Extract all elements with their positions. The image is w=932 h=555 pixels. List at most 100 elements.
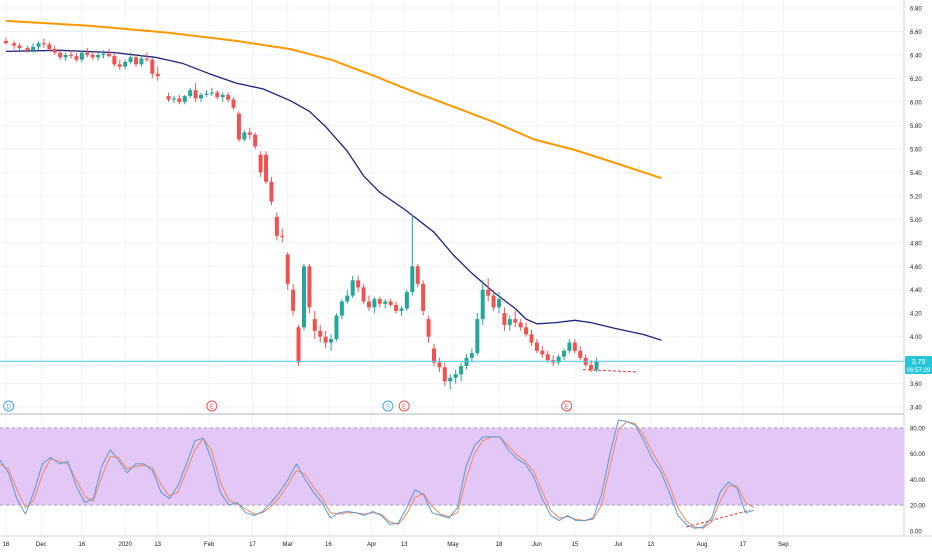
candle xyxy=(513,310,518,328)
candle xyxy=(134,53,139,67)
candle xyxy=(589,360,594,372)
candle-body xyxy=(578,350,583,358)
candles xyxy=(4,37,599,390)
candle-body xyxy=(334,315,339,340)
candle-body xyxy=(182,96,187,102)
price-tick-label: 4.60 xyxy=(910,265,922,271)
candle-body xyxy=(329,339,334,343)
candle xyxy=(74,52,79,62)
candle xyxy=(339,299,344,320)
candle-body xyxy=(567,342,572,351)
candle xyxy=(79,50,84,62)
candle-body xyxy=(301,266,306,328)
candle-body xyxy=(323,336,328,343)
candle-body xyxy=(106,53,111,57)
candle-body xyxy=(361,287,366,302)
candle xyxy=(188,87,193,99)
candle-body xyxy=(524,327,529,335)
candle-body xyxy=(128,57,133,62)
candle xyxy=(377,296,382,308)
candle-body xyxy=(150,59,155,74)
candle xyxy=(312,310,317,340)
candle xyxy=(410,214,415,296)
candle xyxy=(469,348,474,363)
candle xyxy=(356,275,361,293)
candle-body xyxy=(139,58,144,65)
event-marker[interactable]: E xyxy=(398,400,410,412)
event-marker[interactable]: S xyxy=(382,400,394,412)
oscillator-axis[interactable]: 80.00 60.00 40.00 20.00 0.00 xyxy=(910,426,926,535)
event-marker-circle xyxy=(398,400,410,412)
event-marker-label: D xyxy=(7,404,12,410)
candle xyxy=(448,374,453,390)
candle xyxy=(518,319,523,331)
time-tick-label: 13 xyxy=(401,542,408,548)
candle xyxy=(415,263,420,288)
candle xyxy=(41,38,46,48)
candle xyxy=(388,299,393,308)
candle-body xyxy=(486,289,491,296)
candle xyxy=(578,346,583,361)
price-divergence-line xyxy=(582,369,638,373)
candle xyxy=(106,49,111,58)
candle-body xyxy=(464,357,469,367)
candle-body xyxy=(69,54,74,57)
candle xyxy=(404,289,409,311)
event-marker[interactable]: E xyxy=(561,400,573,412)
candle xyxy=(307,263,312,314)
event-marker-circle xyxy=(382,400,394,412)
candle xyxy=(524,322,529,337)
candle xyxy=(372,296,377,314)
candle-body xyxy=(117,64,122,67)
price-tick-label: 5.00 xyxy=(910,218,922,224)
candle xyxy=(177,94,182,105)
candle-body xyxy=(74,56,79,60)
candle xyxy=(329,334,334,351)
time-tick-label: 2020 xyxy=(119,542,133,548)
candle xyxy=(323,330,328,349)
candle-body xyxy=(47,44,52,50)
last-price-value: 3.79 xyxy=(912,359,926,366)
candle xyxy=(534,339,539,354)
candle xyxy=(199,92,204,102)
candle-body xyxy=(442,367,447,382)
candle-body xyxy=(448,377,453,382)
candle xyxy=(52,45,57,55)
candle xyxy=(486,278,491,302)
candle-body xyxy=(291,289,296,311)
candle-body xyxy=(36,43,41,47)
candle xyxy=(334,313,339,342)
candle-body xyxy=(285,254,290,284)
time-tick-label: 18 xyxy=(496,542,503,548)
price-tick-label: 3.60 xyxy=(910,382,922,388)
candle xyxy=(437,357,442,372)
event-marker[interactable]: D xyxy=(3,400,15,412)
candle xyxy=(253,132,258,149)
event-marker[interactable]: E xyxy=(206,400,218,412)
candle-body xyxy=(356,280,361,288)
candle xyxy=(182,94,187,105)
candle xyxy=(128,52,133,65)
candle xyxy=(426,315,431,343)
oscillator-tick-label: 60.00 xyxy=(910,452,926,458)
candle xyxy=(215,90,220,100)
candle xyxy=(475,313,480,356)
candle-body xyxy=(545,354,550,361)
price-tick-label: 6.60 xyxy=(910,30,922,36)
time-axis[interactable]: 18 Dec 16 2020 13 Feb 17 Mar 16 Apr 13 May 18 Jun 15 Ju… xyxy=(3,542,790,548)
divergence-lines xyxy=(582,369,750,528)
candle-body xyxy=(372,299,377,308)
candle-body xyxy=(31,46,36,51)
candle-body xyxy=(383,301,388,304)
candle xyxy=(361,283,366,304)
candle xyxy=(204,90,209,98)
candle xyxy=(480,280,485,325)
candle xyxy=(301,263,306,331)
price-tick-label: 3.40 xyxy=(910,406,922,412)
price-tick-label: 5.20 xyxy=(910,194,922,200)
time-tick-label: May xyxy=(447,542,458,548)
candle xyxy=(123,59,128,70)
price-tick-label: 5.60 xyxy=(910,147,922,153)
candle-body xyxy=(589,364,594,370)
